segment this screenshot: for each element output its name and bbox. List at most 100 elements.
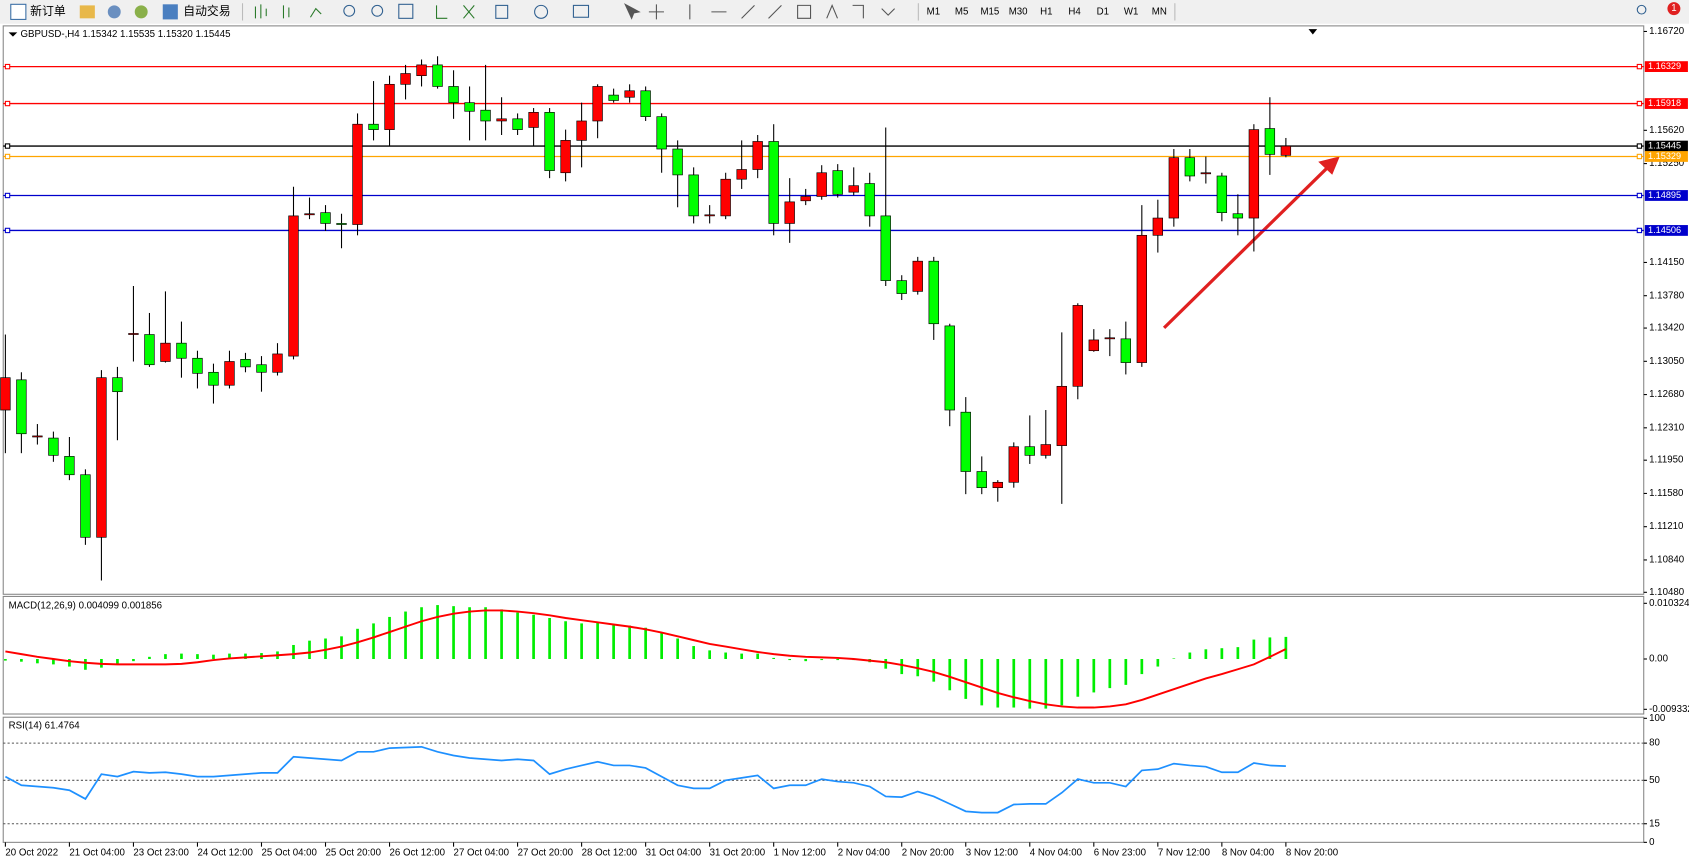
candle-body bbox=[816, 172, 827, 197]
price-label: 1.15445 bbox=[1648, 140, 1681, 150]
timeframe-button[interactable]: M5 bbox=[955, 6, 968, 17]
price-label: 1.16329 bbox=[1648, 61, 1681, 71]
candle-body bbox=[1088, 339, 1099, 352]
y-tick-label: 1.10840 bbox=[1649, 555, 1685, 566]
level-handle bbox=[4, 143, 11, 149]
y-tick-label: 1.14150 bbox=[1649, 257, 1685, 268]
candle-body bbox=[864, 183, 875, 217]
y-tick-label: 1.15250 bbox=[1649, 158, 1685, 169]
candle-body bbox=[528, 112, 539, 128]
level-handle bbox=[1636, 153, 1643, 160]
x-tick-label: 3 Nov 12:00 bbox=[966, 848, 1019, 859]
macd-panel bbox=[2, 595, 1645, 715]
candle-body bbox=[1200, 172, 1212, 175]
y-tick-label: 0.010324 bbox=[1649, 598, 1689, 609]
y-tick-label: 0 bbox=[1649, 837, 1655, 848]
x-tick-label: 26 Oct 12:00 bbox=[390, 848, 446, 859]
candle-body bbox=[592, 86, 603, 122]
y-tick-label: 50 bbox=[1649, 775, 1660, 786]
icon[interactable] bbox=[10, 3, 27, 20]
candle-body bbox=[1184, 157, 1196, 177]
candle-body bbox=[1248, 129, 1260, 219]
y-tick-label: 15 bbox=[1649, 818, 1660, 829]
candle-body bbox=[496, 118, 507, 122]
candle-body bbox=[688, 174, 699, 217]
candle-body bbox=[208, 371, 219, 386]
candle-body bbox=[448, 86, 459, 103]
level-handle bbox=[1636, 100, 1643, 107]
candle-body bbox=[736, 169, 747, 180]
timeframe-button[interactable]: MN bbox=[1152, 6, 1167, 17]
candle-body bbox=[368, 123, 379, 130]
candle-body bbox=[80, 474, 91, 538]
candle-body bbox=[608, 94, 619, 101]
x-tick-label: 6 Nov 23:00 bbox=[1094, 848, 1147, 859]
candle-body bbox=[272, 353, 283, 373]
price-label: 1.15329 bbox=[1648, 151, 1681, 161]
candle-body bbox=[32, 435, 43, 438]
tool-icons[interactable] bbox=[254, 3, 896, 20]
icon[interactable] bbox=[107, 5, 121, 19]
candle-body bbox=[1280, 145, 1292, 156]
badge[interactable] bbox=[1667, 2, 1681, 16]
timeframe-button[interactable]: M1 bbox=[927, 6, 940, 17]
candle-body bbox=[240, 359, 251, 368]
candle-body bbox=[800, 196, 811, 202]
timeframe-button[interactable]: W1 bbox=[1124, 6, 1139, 17]
price-label: 1.15918 bbox=[1648, 98, 1681, 108]
candle-body bbox=[112, 377, 123, 393]
price-label: 1.14895 bbox=[1648, 190, 1681, 200]
y-tick-label: 1.15620 bbox=[1649, 125, 1685, 136]
candle-body bbox=[128, 333, 139, 335]
candle-body bbox=[144, 334, 155, 366]
candle-body bbox=[576, 120, 587, 141]
timeframe-button[interactable]: H1 bbox=[1040, 6, 1052, 17]
candle-body bbox=[640, 90, 651, 117]
collapse-icon[interactable] bbox=[8, 32, 18, 37]
price-label: 1.14506 bbox=[1648, 225, 1681, 235]
candle-body bbox=[896, 280, 907, 294]
candle-body bbox=[1152, 217, 1164, 236]
icon[interactable] bbox=[162, 4, 178, 20]
candle-body bbox=[1216, 175, 1228, 213]
timeframe-button[interactable]: M30 bbox=[1009, 6, 1028, 17]
candle-body bbox=[656, 116, 667, 150]
timeframe-button[interactable]: H4 bbox=[1068, 6, 1081, 17]
candle-body bbox=[512, 118, 523, 130]
candle-body bbox=[1040, 444, 1051, 456]
level-handle bbox=[4, 100, 11, 107]
new-order[interactable]: 新订单 bbox=[30, 4, 66, 18]
candle-body bbox=[192, 357, 203, 374]
y-tick-label: 1.11950 bbox=[1649, 455, 1684, 466]
search-icon[interactable] bbox=[1636, 4, 1647, 15]
candle-body bbox=[624, 90, 635, 98]
auto-trading[interactable]: 自动交易 bbox=[183, 4, 230, 18]
candle-body bbox=[16, 379, 27, 435]
trend-arrow bbox=[1162, 156, 1340, 330]
icon[interactable] bbox=[134, 5, 148, 19]
price-label-bg bbox=[1644, 151, 1688, 162]
icon[interactable] bbox=[79, 5, 95, 19]
level-handle bbox=[4, 227, 11, 234]
toolbar-bg bbox=[0, 0, 1689, 24]
candle-body bbox=[320, 212, 331, 224]
level-handle bbox=[4, 63, 11, 70]
candle-body bbox=[176, 342, 187, 359]
y-tick-label: 1.13780 bbox=[1649, 290, 1685, 301]
x-tick-label: 20 Oct 2022 bbox=[5, 848, 58, 859]
candle-body bbox=[960, 411, 971, 472]
timeframe-button[interactable]: D1 bbox=[1097, 6, 1109, 17]
candle-body bbox=[560, 140, 571, 174]
candle-body bbox=[848, 185, 859, 193]
candle-body bbox=[480, 109, 491, 122]
badge-count: 1 bbox=[1671, 3, 1676, 14]
y-tick-label: 100 bbox=[1649, 713, 1666, 724]
candle-body bbox=[1264, 128, 1276, 155]
x-tick-label: 25 Oct 20:00 bbox=[326, 848, 382, 859]
candle-body bbox=[1168, 157, 1180, 219]
candle-body bbox=[336, 223, 347, 225]
timeframe-button[interactable]: M15 bbox=[980, 6, 999, 17]
candle-body bbox=[1072, 305, 1083, 387]
